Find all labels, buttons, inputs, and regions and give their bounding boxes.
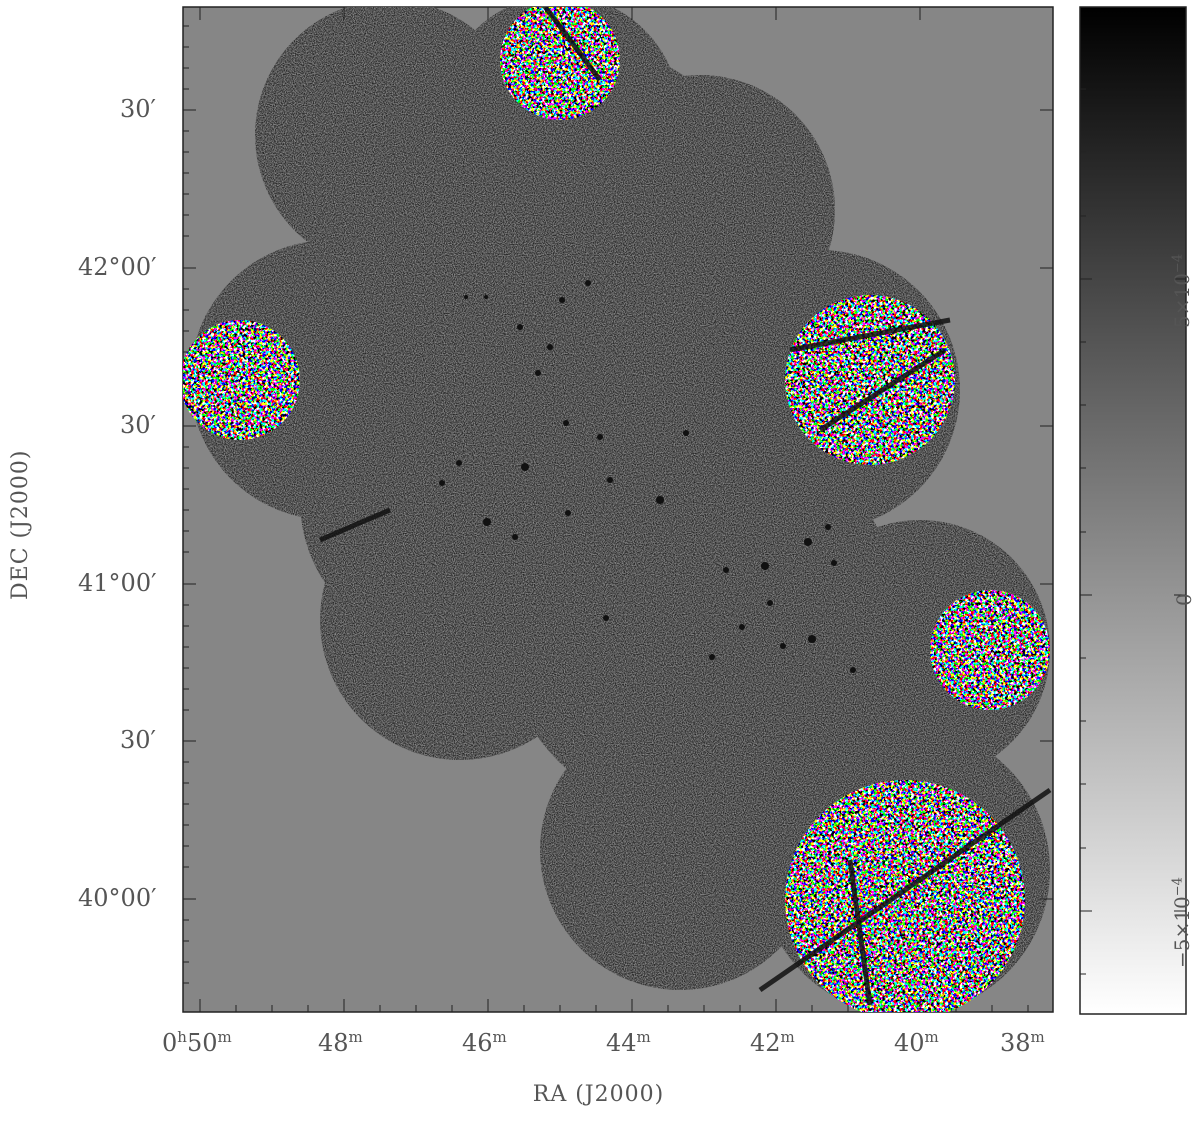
y-tick-label: 30′ <box>120 726 156 754</box>
y-tick-label: 30′ <box>120 411 156 439</box>
x-tick-label: 0h50m <box>162 1028 232 1057</box>
colorbar <box>1079 6 1187 1015</box>
x-axis-title: RA (J2000) <box>532 1082 665 1107</box>
y-axis-title: DEC (J2000) <box>8 449 33 601</box>
colorbar-ticks <box>1080 88 1186 975</box>
x-tick-label: 38m <box>1000 1028 1045 1057</box>
y-tick-label: 30′ <box>120 95 156 123</box>
x-tick-label: 40m <box>894 1028 939 1057</box>
colorbar-label: 0 <box>1172 593 1196 606</box>
x-tick-label: 44m <box>606 1028 651 1057</box>
y-tick-label: 40°00′ <box>78 884 157 912</box>
streak-artifacts <box>319 7 1052 1006</box>
y-axis <box>183 25 1053 984</box>
colorbar-label: −5×10−4 <box>1170 877 1194 968</box>
y-tick-label: 42°00′ <box>78 253 157 281</box>
x-tick-label: 42m <box>750 1028 795 1057</box>
y-tick-label: 41°00′ <box>78 569 157 597</box>
point-sources <box>439 280 856 673</box>
x-tick-label: 48m <box>318 1028 363 1057</box>
colorbar-label: 5×10−4 <box>1170 253 1194 328</box>
x-tick-label: 46m <box>462 1028 507 1057</box>
x-axis <box>199 7 1029 1012</box>
